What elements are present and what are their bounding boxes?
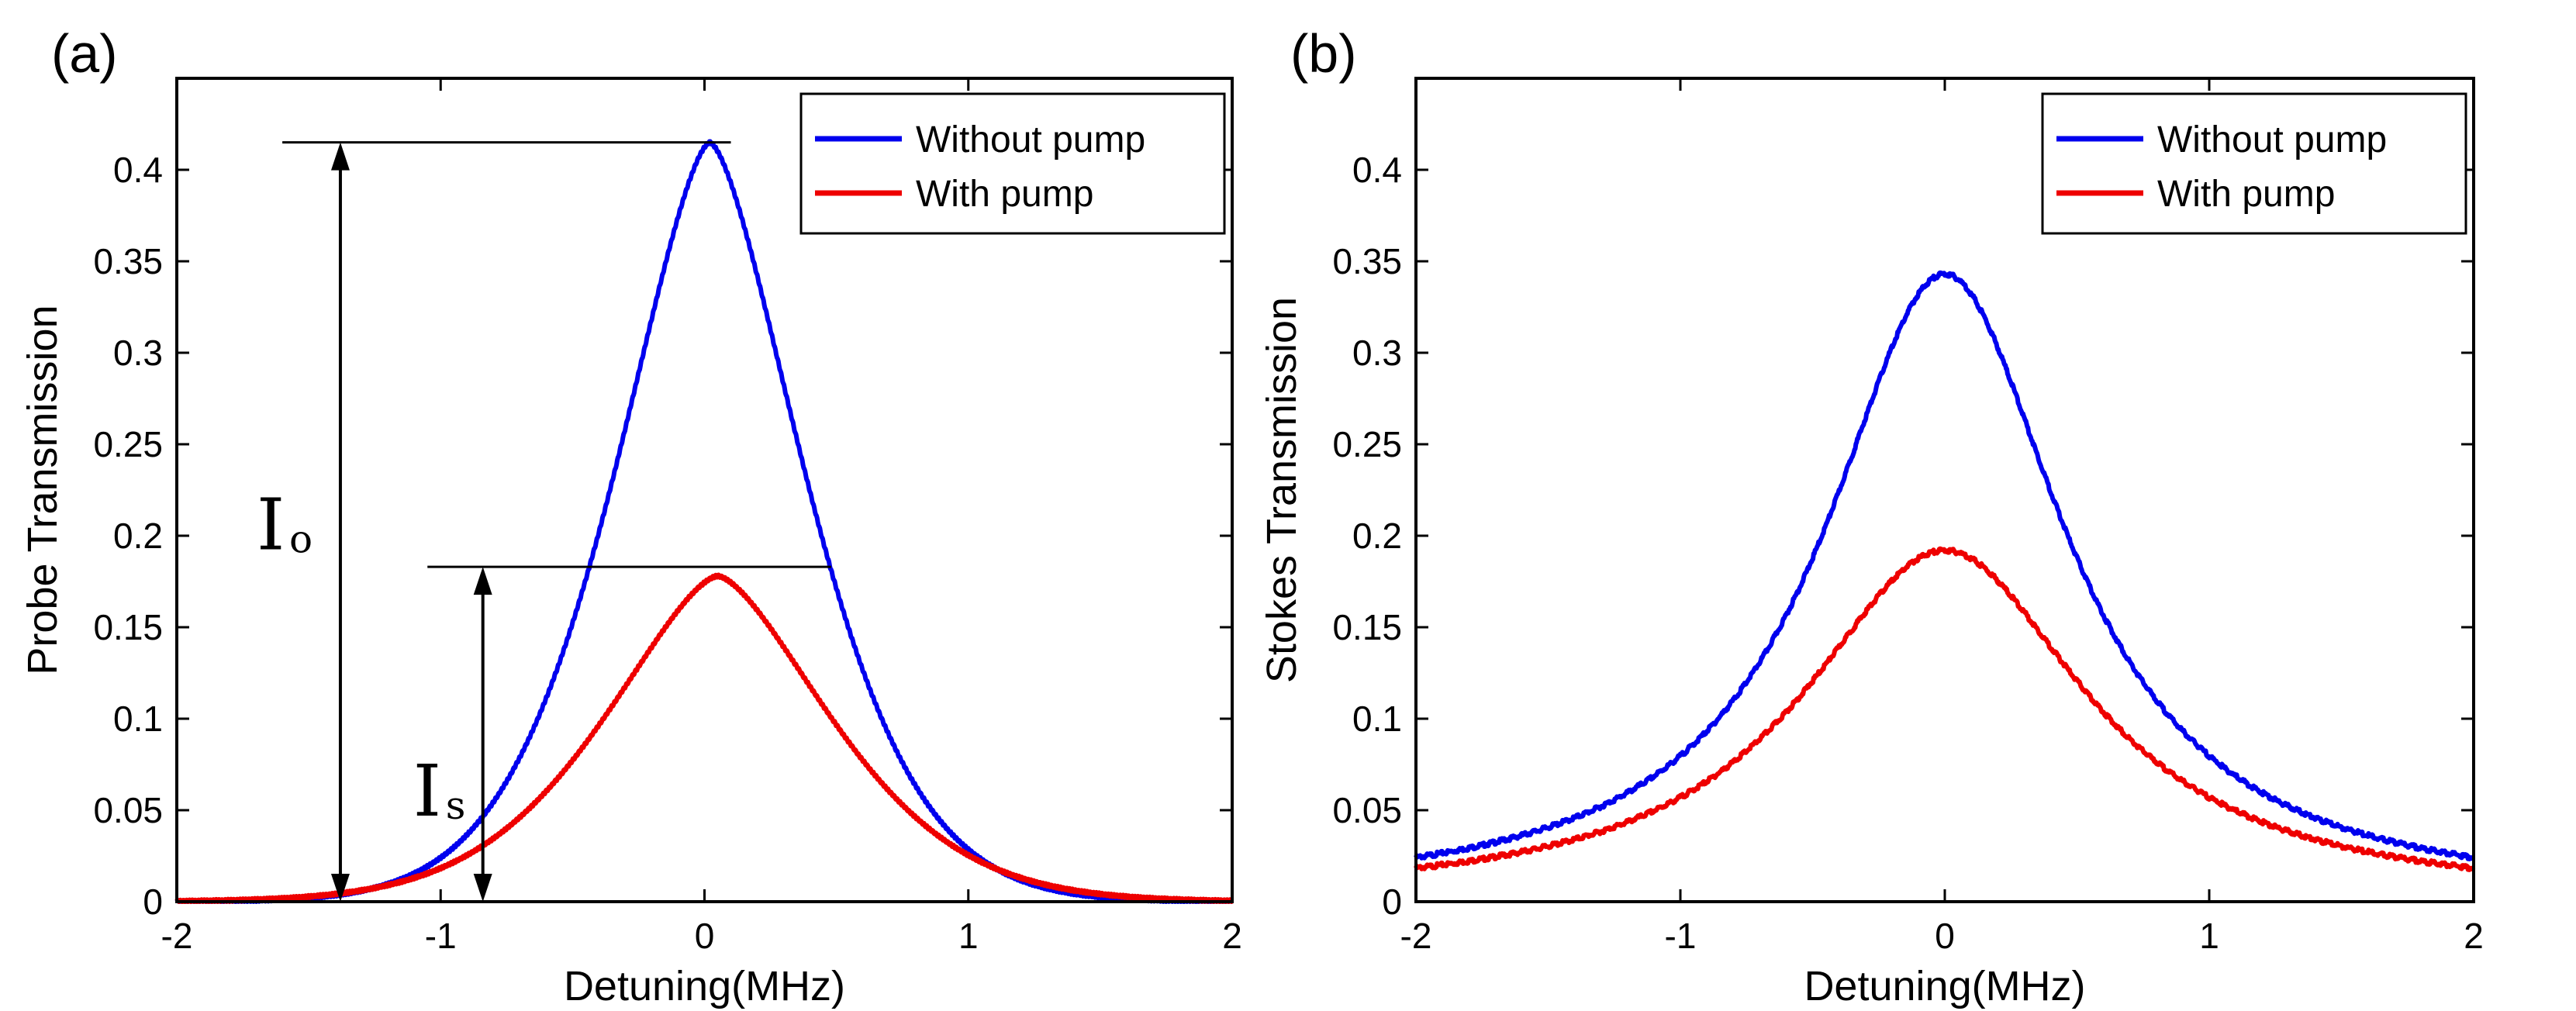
- legend-entry-label: Without pump: [2157, 119, 2387, 160]
- legend: Without pump With pump: [799, 92, 1226, 235]
- x-axis-label: Detuning(MHz): [564, 963, 845, 1009]
- legend-entry-label: Without pump: [916, 119, 1145, 160]
- x-tick-label: -1: [425, 916, 457, 956]
- y-tick-label: 0.25: [93, 424, 163, 464]
- y-tick-label: 0.1: [113, 699, 163, 739]
- panel-label: (a): [51, 23, 118, 84]
- x-tick-label: -2: [161, 916, 193, 956]
- y-tick-label: 0.15: [1332, 607, 1402, 647]
- series-line-with-pump: [1414, 546, 2476, 872]
- x-tick-label: -1: [1665, 916, 1697, 956]
- annotation-subscript: o: [289, 516, 313, 561]
- x-tick-label: 0: [1935, 916, 1955, 956]
- y-tick-label: 0.3: [113, 333, 163, 373]
- legend-box: [799, 92, 1226, 235]
- annotation-label: I: [257, 483, 285, 566]
- y-tick-label: 0.4: [113, 150, 163, 190]
- annotation-arrowhead-up: [473, 567, 492, 595]
- x-tick-label: 1: [2199, 916, 2219, 956]
- y-tick-label: 0.1: [1352, 699, 1402, 739]
- series-line-with-pump: [174, 572, 1234, 904]
- x-tick-label: 1: [958, 916, 979, 956]
- y-tick-label: 0.3: [1352, 333, 1402, 373]
- y-tick-label: 0: [1382, 882, 1402, 922]
- annotation-arrowhead-down: [330, 874, 350, 902]
- x-tick-label: -2: [1400, 916, 1432, 956]
- legend-entry-label: With pump: [2157, 174, 2335, 215]
- annotation-arrowhead-up: [330, 142, 350, 171]
- y-tick-label: 0.35: [1332, 241, 1402, 281]
- y-tick-label: 0: [143, 882, 163, 922]
- legend: Without pump With pump: [2041, 92, 2467, 235]
- panel-label: (b): [1290, 23, 1357, 84]
- y-tick-label: 0.35: [93, 241, 163, 281]
- y-tick-label: 0.4: [1352, 150, 1402, 190]
- y-tick-label: 0.2: [1352, 516, 1402, 556]
- legend-box: [2041, 92, 2467, 235]
- y-tick-label: 0.25: [1332, 424, 1402, 464]
- annotation-label: I: [413, 750, 441, 833]
- x-tick-label: 2: [1222, 916, 1242, 956]
- annotation-arrowhead-down: [473, 874, 492, 902]
- y-tick-label: 0.05: [93, 790, 163, 830]
- series-line-without-pump: [1414, 270, 2476, 861]
- y-tick-label: 0.15: [93, 607, 163, 647]
- y-axis-label: Probe Transmission: [19, 305, 66, 675]
- annotation-subscript: s: [446, 783, 466, 828]
- x-tick-label: 2: [2464, 916, 2484, 956]
- x-axis-label: Detuning(MHz): [1804, 963, 2085, 1009]
- y-axis-label: Stokes Transmission: [1259, 297, 1305, 683]
- y-tick-label: 0.05: [1332, 790, 1402, 830]
- x-tick-label: 0: [695, 916, 715, 956]
- legend-entry-label: With pump: [916, 174, 1093, 215]
- panel-b: -2 -1 0 1 2 0 0.05 0.1 0.15 0.2 0.25 0.3 0.35 0.4 Detu…: [1259, 23, 2484, 1009]
- y-tick-label: 0.2: [113, 516, 163, 556]
